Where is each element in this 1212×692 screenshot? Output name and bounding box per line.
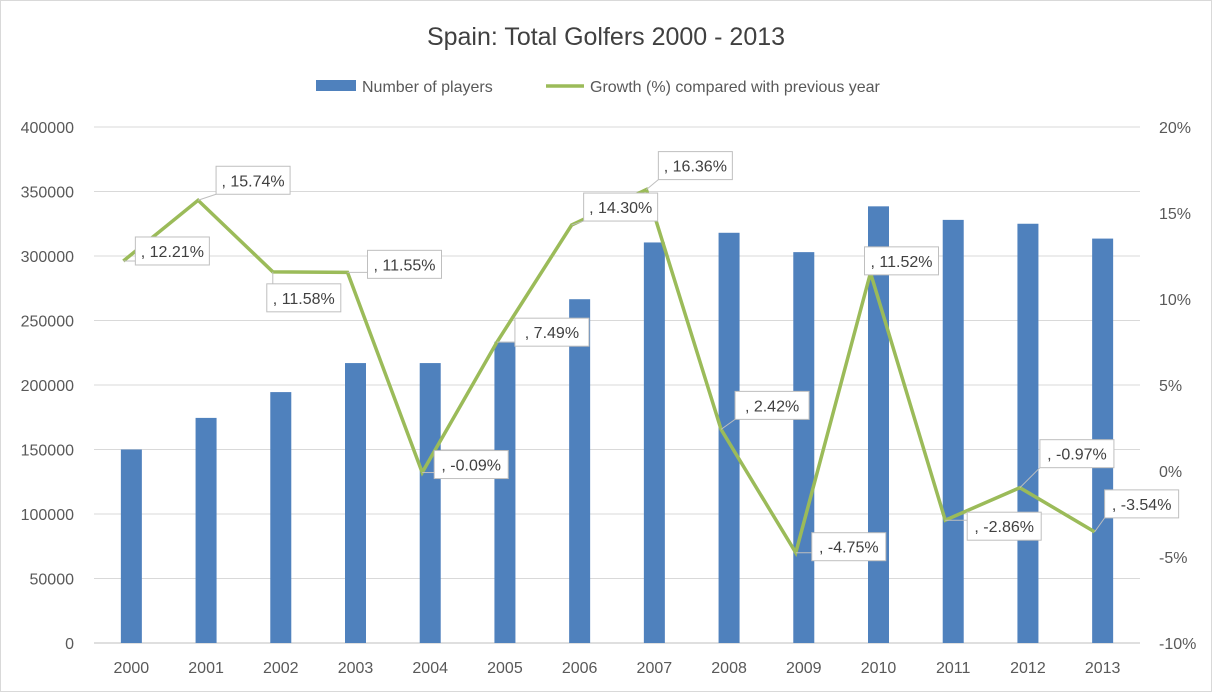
- data-label: , 12.21%: [141, 244, 204, 261]
- data-label-box: [583, 192, 659, 222]
- bar: [419, 363, 441, 643]
- bar: [120, 449, 142, 643]
- data-label: , -3.54%: [1112, 497, 1172, 514]
- right-tick-label: 5%: [1159, 378, 1182, 395]
- x-tick-label: 2003: [338, 660, 374, 677]
- bar-series: [120, 206, 1114, 643]
- data-label-box: [514, 317, 590, 347]
- legend-swatch-bars: [316, 80, 356, 91]
- data-label: , 11.55%: [374, 257, 436, 274]
- x-tick-label: 2012: [1010, 660, 1046, 677]
- data-label-box: [266, 283, 342, 313]
- right-axis: -10% -5% 0% 5% 10% 15% 20%: [1159, 120, 1196, 653]
- gridlines: [94, 126, 1140, 644]
- data-label-box: [1104, 489, 1180, 519]
- x-tick-label: 2000: [114, 660, 150, 677]
- bar: [793, 252, 815, 643]
- left-tick-label: 350000: [21, 185, 74, 202]
- data-label-box: [367, 249, 442, 279]
- label-leader: [1019, 467, 1041, 489]
- x-tick-label: 2013: [1085, 660, 1121, 677]
- bar: [494, 341, 516, 643]
- data-label-box: [864, 246, 939, 276]
- x-tick-label: 2002: [263, 660, 299, 677]
- bar: [270, 392, 292, 643]
- left-tick-label: 150000: [21, 443, 74, 460]
- data-label: , 7.49%: [525, 325, 579, 342]
- data-label: , -2.86%: [974, 519, 1034, 536]
- x-axis: 2000 2001 2002 2003 2004 2005 2006 2007 2008 2009…: [114, 660, 1121, 677]
- data-label: , -0.97%: [1047, 447, 1107, 464]
- left-tick-label: 0: [65, 636, 74, 653]
- data-label: , 16.36%: [664, 159, 727, 176]
- data-label: , 2.42%: [745, 398, 799, 415]
- legend: Number of players Growth (%) compared wit…: [316, 79, 881, 96]
- left-tick-label: 300000: [21, 249, 74, 266]
- bar: [195, 417, 217, 643]
- legend-label-line: Growth (%) compared with previous year: [590, 79, 881, 96]
- data-label-box: [433, 450, 509, 480]
- bar: [345, 363, 366, 643]
- x-tick-label: 2011: [936, 660, 971, 677]
- data-label-box: [734, 390, 810, 420]
- right-tick-label: 10%: [1159, 292, 1191, 309]
- left-tick-label: 100000: [21, 507, 74, 524]
- x-tick-label: 2001: [188, 660, 224, 677]
- data-label: , 14.30%: [589, 200, 652, 217]
- line-data-labels: , 12.21% , 15.74% , 11.58% , 11.55% , -0.09%…: [123, 151, 1180, 562]
- data-label-box: [1039, 439, 1115, 469]
- x-tick-label: 2008: [711, 660, 747, 677]
- right-tick-label: 15%: [1159, 206, 1191, 223]
- data-label: , -4.75%: [819, 540, 879, 557]
- bar: [1017, 223, 1039, 643]
- label-leader: [1094, 517, 1106, 533]
- bar: [643, 242, 665, 643]
- left-tick-label: 250000: [21, 314, 74, 331]
- data-label-box: [215, 165, 291, 195]
- data-label-box: [966, 511, 1042, 541]
- x-tick-label: 2007: [637, 660, 673, 677]
- data-label: , 11.58%: [273, 291, 335, 308]
- legend-label-bars: Number of players: [362, 79, 493, 96]
- label-leader: [197, 193, 217, 201]
- x-tick-label: 2009: [786, 660, 822, 677]
- data-label: , -0.09%: [441, 458, 501, 475]
- x-tick-label: 2006: [562, 660, 598, 677]
- right-tick-label: -10%: [1159, 636, 1196, 653]
- left-tick-label: 50000: [30, 572, 75, 589]
- right-tick-label: 20%: [1159, 120, 1191, 137]
- data-label: , 15.74%: [221, 173, 284, 190]
- left-axis: 0 50000 100000 150000 200000 250000 300000 3500…: [21, 120, 74, 653]
- right-tick-label: -5%: [1159, 550, 1187, 567]
- label-leader: [720, 418, 736, 430]
- data-label-box: [657, 151, 733, 181]
- right-tick-label: 0%: [1159, 464, 1182, 481]
- left-tick-label: 200000: [21, 378, 74, 395]
- bar: [569, 299, 591, 643]
- label-leader: [646, 179, 659, 190]
- bar: [942, 219, 964, 643]
- data-label: , 11.52%: [871, 254, 933, 271]
- left-tick-label: 400000: [21, 120, 74, 137]
- x-tick-label: 2010: [861, 660, 897, 677]
- chart-title: Spain: Total Golfers 2000 - 2013: [427, 23, 785, 51]
- x-tick-label: 2004: [412, 660, 448, 677]
- data-label-box: [134, 236, 210, 266]
- data-label-box: [811, 532, 887, 562]
- label-leader: [571, 220, 584, 226]
- bar: [718, 232, 740, 643]
- x-tick-label: 2005: [487, 660, 523, 677]
